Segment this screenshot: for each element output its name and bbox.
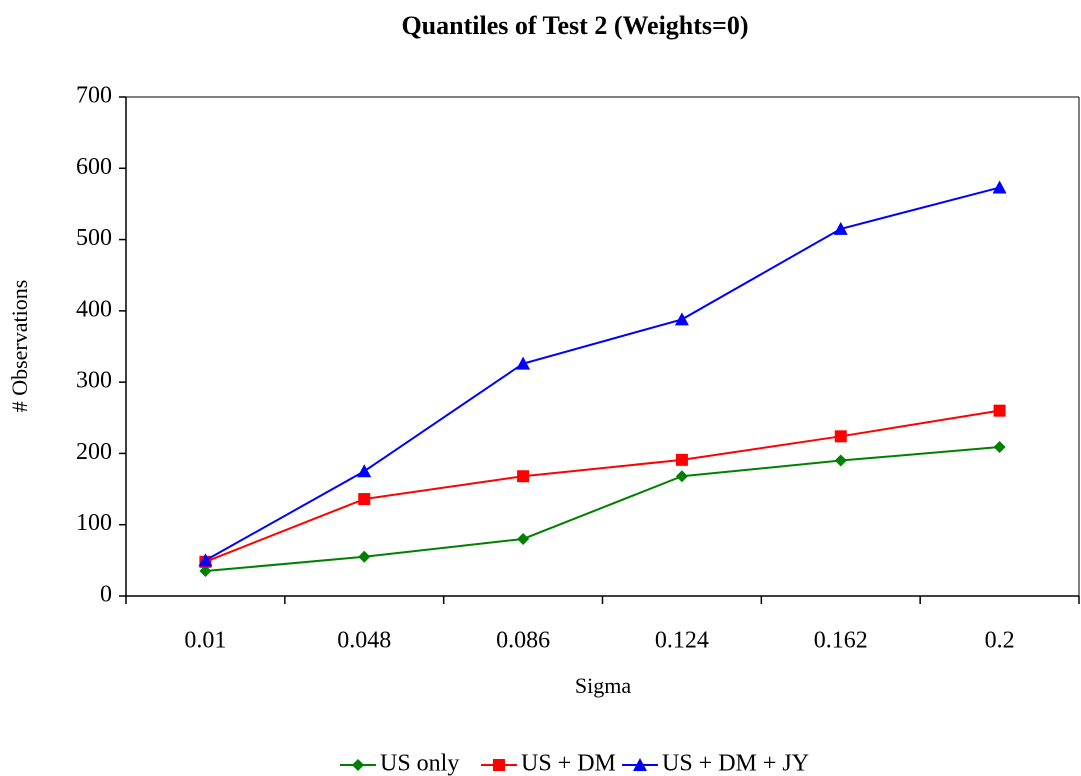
marker bbox=[358, 550, 371, 563]
marker bbox=[493, 759, 505, 771]
x-tick-label: 0.162 bbox=[814, 628, 868, 654]
x-tick-label: 0.01 bbox=[184, 628, 226, 654]
chart-title: Quantiles of Test 2 (Weights=0) bbox=[401, 11, 748, 40]
marker bbox=[357, 464, 372, 478]
marker bbox=[516, 356, 531, 370]
series-line bbox=[204, 186, 1000, 562]
marker bbox=[992, 180, 1007, 194]
y-axis-label: # Observations bbox=[7, 280, 32, 413]
marker bbox=[358, 493, 371, 506]
y-tick-label: 500 bbox=[76, 225, 112, 251]
marker bbox=[675, 470, 688, 483]
legend-label: US only bbox=[380, 751, 459, 776]
x-tick-label: 0.2 bbox=[985, 628, 1015, 654]
series-line bbox=[205, 446, 1000, 573]
marker bbox=[198, 553, 213, 567]
marker bbox=[674, 312, 689, 326]
marker bbox=[993, 441, 1006, 454]
x-axis-label: Sigma bbox=[575, 673, 631, 698]
marker bbox=[834, 454, 847, 467]
marker bbox=[517, 532, 530, 545]
marker bbox=[517, 470, 530, 483]
x-tick-label: 0.048 bbox=[337, 628, 391, 654]
y-tick-label: 400 bbox=[76, 296, 112, 322]
marker bbox=[199, 565, 212, 578]
x-tick-label: 0.086 bbox=[496, 628, 550, 654]
marker bbox=[675, 453, 688, 466]
marker bbox=[833, 221, 848, 235]
marker bbox=[993, 404, 1006, 417]
y-tick-label: 700 bbox=[76, 83, 112, 109]
y-tick-label: 0 bbox=[100, 582, 112, 608]
y-tick-label: 300 bbox=[76, 368, 112, 394]
series-line bbox=[205, 409, 1000, 563]
marker bbox=[352, 759, 364, 771]
marker bbox=[834, 430, 847, 443]
y-tick-label: 200 bbox=[76, 439, 112, 465]
legend-label: US + DM + JY bbox=[662, 751, 809, 776]
legend-label: US + DM bbox=[521, 751, 616, 776]
y-tick-label: 600 bbox=[76, 154, 112, 180]
marker bbox=[633, 758, 647, 771]
x-tick-label: 0.124 bbox=[655, 628, 709, 654]
y-tick-label: 100 bbox=[76, 510, 112, 536]
